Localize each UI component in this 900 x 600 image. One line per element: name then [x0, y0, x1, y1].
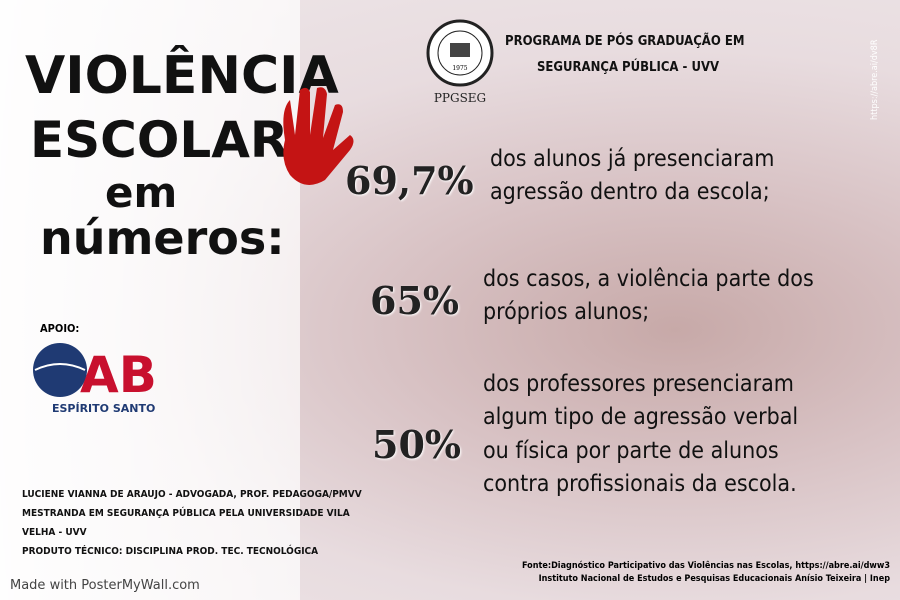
seal-year: 1975 [452, 65, 467, 72]
stat-text: dos professores presenciaram algum tipo d… [483, 368, 798, 501]
text-line: Instituto Nacional de Estudos e Pesquisa… [538, 573, 890, 584]
source: Fonte:Diagnóstico Participativo das Viol… [420, 560, 890, 585]
stat-percent: 65% [370, 278, 459, 323]
text-line: contra profissionais da escola. [483, 471, 797, 498]
program-line: SEGURANÇA PÚBLICA - UVV [537, 60, 720, 75]
title-line: números: [40, 211, 285, 265]
support-label: APOIO: [40, 322, 80, 335]
text-line: agressão dentro da escola; [490, 179, 770, 206]
hand-icon [283, 87, 354, 185]
text-line: dos casos, a violência parte dos [483, 266, 814, 292]
watermark: Made with PosterMyWall.com [10, 578, 200, 593]
seal-label: PPGSEG [434, 91, 486, 105]
left-panel [0, 0, 300, 600]
text-line: Fonte:Diagnóstico Participativo das Viol… [521, 561, 890, 571]
logo-letters: AB [80, 346, 157, 404]
oab-logo: AB ESPÍRITO SANTO [33, 343, 157, 415]
seal-inner [437, 30, 483, 76]
stat-percent: 69,7% [345, 158, 474, 203]
logo-globe [33, 343, 87, 397]
text-line: dos alunos já presenciaram [490, 146, 775, 172]
side-url: https://abre.ai/dv8R [870, 39, 880, 120]
program-line: PROGRAMA DE PÓS GRADUAÇÃO EM [505, 34, 745, 49]
seal-building [450, 43, 470, 57]
logo-caption: ESPÍRITO SANTO [52, 402, 155, 415]
title-line: VIOLÊNCIA [25, 46, 339, 106]
seal: 1975 PPGSEG [426, 19, 494, 105]
text-line: PRODUTO TÉCNICO: DISCIPLINA PROD. TEC. T… [22, 546, 319, 557]
stat-text: dos alunos já presenciaram agressão dentr… [490, 143, 774, 210]
credits: LUCIENE VIANNA DE ARAUJO - ADVOGADA, PRO… [22, 485, 362, 561]
text-line: ou física por parte de alunos [483, 437, 779, 464]
stat-text: dos casos, a violência parte dos próprios… [483, 263, 814, 330]
title-line: em [105, 168, 178, 217]
text-line: MESTRANDA EM SEGURANÇA PÚBLICA PELA UNIV… [22, 508, 350, 519]
hand-shape [283, 87, 354, 185]
title-line: ESCOLAR [30, 111, 289, 169]
text-line: LUCIENE VIANNA DE ARAUJO - ADVOGADA, PRO… [22, 489, 362, 500]
logo-band [34, 363, 86, 371]
text-line: próprios alunos; [483, 299, 650, 326]
text-line: dos professores presenciaram [483, 371, 794, 397]
stat-percent: 50% [372, 422, 461, 467]
text-line: algum tipo de agressão verbal [483, 404, 799, 431]
text-line: VELHA - UVV [22, 527, 87, 538]
